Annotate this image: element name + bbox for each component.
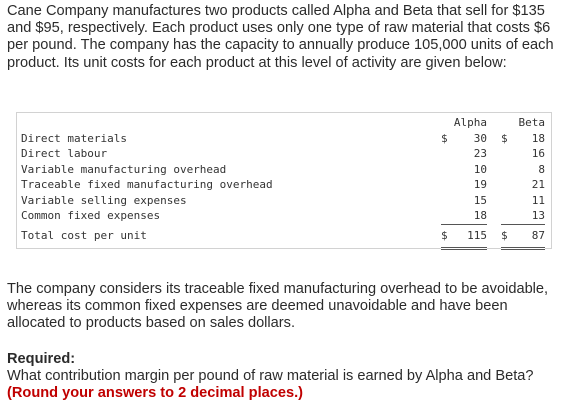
row-label: Variable manufacturing overhead: [21, 162, 227, 176]
alpha-value: 15: [473, 193, 487, 207]
currency-symbol: $: [501, 228, 508, 242]
avoidability-paragraph: The company considers its traceable fixe…: [7, 281, 549, 332]
total-label: Total cost per unit: [21, 228, 147, 242]
table-row: Traceable fixed manufacturing overhead 1…: [17, 177, 552, 193]
beta-value: 13: [501, 208, 545, 225]
beta-value: 18: [531, 131, 545, 145]
currency-symbol: $: [441, 228, 448, 242]
alpha-value: 10: [473, 162, 487, 176]
question-text: What contribution margin per pound of ra…: [7, 368, 534, 385]
alpha-value: 18: [441, 208, 487, 225]
alpha-value: 30: [473, 131, 487, 145]
currency-symbol: $: [441, 131, 448, 145]
header-gap: [487, 113, 501, 131]
table-row: Common fixed expenses 18 13: [17, 208, 552, 225]
rounding-instruction: (Round your answers to 2 decimal places.…: [7, 385, 304, 402]
alpha-value: 19: [473, 178, 487, 191]
intro-paragraph: Cane Company manufactures two products c…: [7, 3, 554, 71]
header-alpha: Alpha: [453, 116, 487, 129]
table-row: Direct labour 23 16: [17, 146, 552, 162]
table-header-row: Alpha Beta: [17, 113, 552, 131]
table-row: Direct materials $30 $18: [17, 131, 552, 147]
required-title: Required:: [7, 351, 76, 367]
row-label: Direct materials: [21, 131, 127, 145]
row-label: Direct labour: [21, 147, 108, 160]
header-pad: [545, 113, 552, 131]
beta-value: 21: [531, 178, 545, 191]
alpha-total: 115: [467, 228, 487, 242]
alpha-value: 23: [473, 147, 487, 160]
total-row: Total cost per unit $115 $87: [17, 224, 552, 250]
row-label: Common fixed expenses: [21, 209, 161, 223]
beta-total: 87: [531, 228, 545, 242]
header-label-cell: [17, 113, 442, 131]
required-question: What contribution margin per pound of ra…: [7, 368, 570, 402]
currency-symbol: $: [501, 131, 508, 145]
required-section: Required: What contribution margin per p…: [7, 351, 570, 403]
table-row: Variable selling expenses 15 11: [17, 193, 552, 209]
header-beta: Beta: [518, 116, 546, 129]
unit-cost-table: Alpha Beta Direct materials $30 $18 Dire…: [16, 112, 552, 250]
row-label: Traceable fixed manufacturing overhead: [21, 178, 273, 191]
beta-value: 8: [538, 162, 545, 176]
beta-value: 11: [531, 193, 545, 207]
beta-value: 16: [531, 147, 545, 160]
table-row: Variable manufacturing overhead 10 8: [17, 162, 552, 178]
row-label: Variable selling expenses: [21, 193, 187, 207]
